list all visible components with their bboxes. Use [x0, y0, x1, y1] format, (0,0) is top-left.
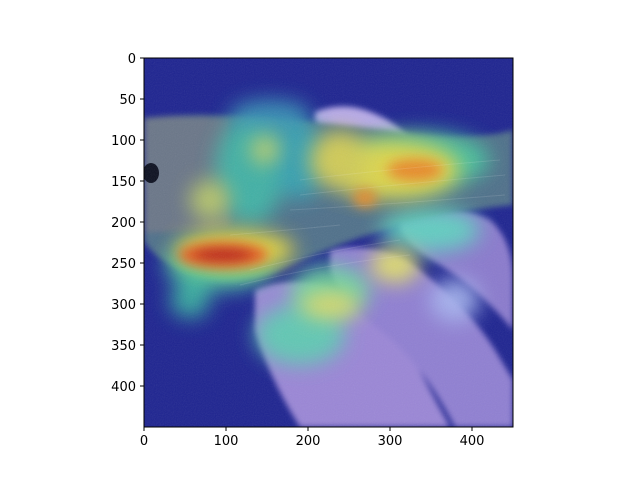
y-axis: 0 50 100 150 200 250 300 350 400: [111, 52, 144, 395]
x-tick-label: 400: [460, 434, 485, 449]
y-tick-label: 0: [128, 52, 136, 67]
y-tick-label: 100: [111, 134, 136, 149]
y-tick-label: 300: [111, 298, 136, 313]
y-tick-label: 250: [111, 257, 136, 272]
heatmap-image: [144, 58, 513, 427]
x-tick-label: 100: [214, 434, 239, 449]
x-tick-label: 300: [378, 434, 403, 449]
plot-frame: [143, 57, 514, 428]
x-axis: 0 100 200 300 400: [140, 427, 485, 449]
y-tick-label: 350: [111, 339, 136, 354]
x-tick-label: 200: [296, 434, 321, 449]
y-tick-label: 150: [111, 175, 136, 190]
x-tick-label: 0: [140, 434, 148, 449]
y-tick-label: 200: [111, 216, 136, 231]
y-tick-label: 400: [111, 380, 136, 395]
y-tick-label: 50: [119, 93, 136, 108]
